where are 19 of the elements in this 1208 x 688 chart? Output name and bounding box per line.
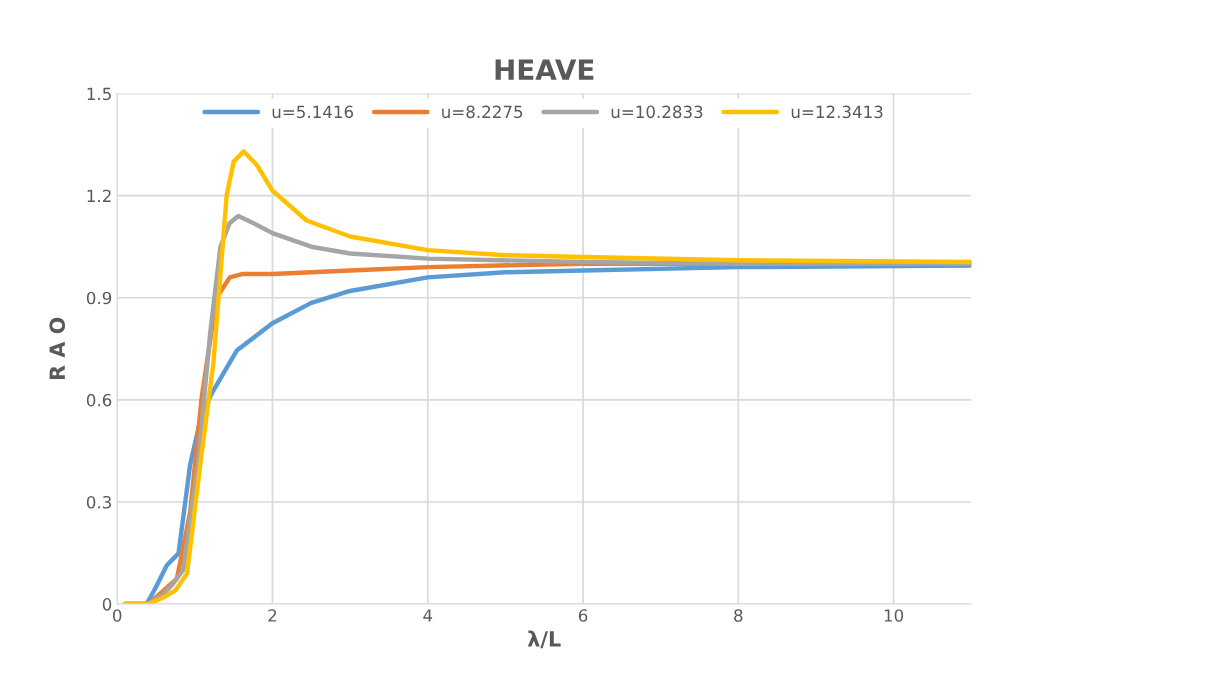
- legend-label: u=10.2833: [611, 105, 703, 119]
- y-tick-label: 0.9: [86, 291, 112, 305]
- x-tick-label: 10: [884, 609, 904, 622]
- y-tick-label: 1.2: [87, 189, 111, 202]
- y-axis-title: R A O: [49, 317, 66, 380]
- x-axis-title: λ/L: [527, 630, 561, 649]
- x-tick-label: 8: [734, 609, 743, 622]
- x-tick-label: 0: [112, 609, 122, 622]
- chart-title: HEAVE: [495, 59, 594, 80]
- x-tick-label: 4: [423, 609, 433, 622]
- y-tick-label: 0: [102, 598, 112, 611]
- y-tick-label: 1.5: [87, 87, 111, 101]
- x-tick-label: 6: [578, 609, 588, 622]
- x-tick-label: 2: [268, 609, 277, 622]
- y-tick-label: 0.6: [86, 393, 112, 407]
- legend-label: u=5.1416: [272, 105, 354, 119]
- legend-label: u=8.2275: [442, 105, 523, 119]
- legend-label: u=12.3413: [791, 105, 883, 119]
- y-tick-label: 0.3: [86, 495, 111, 509]
